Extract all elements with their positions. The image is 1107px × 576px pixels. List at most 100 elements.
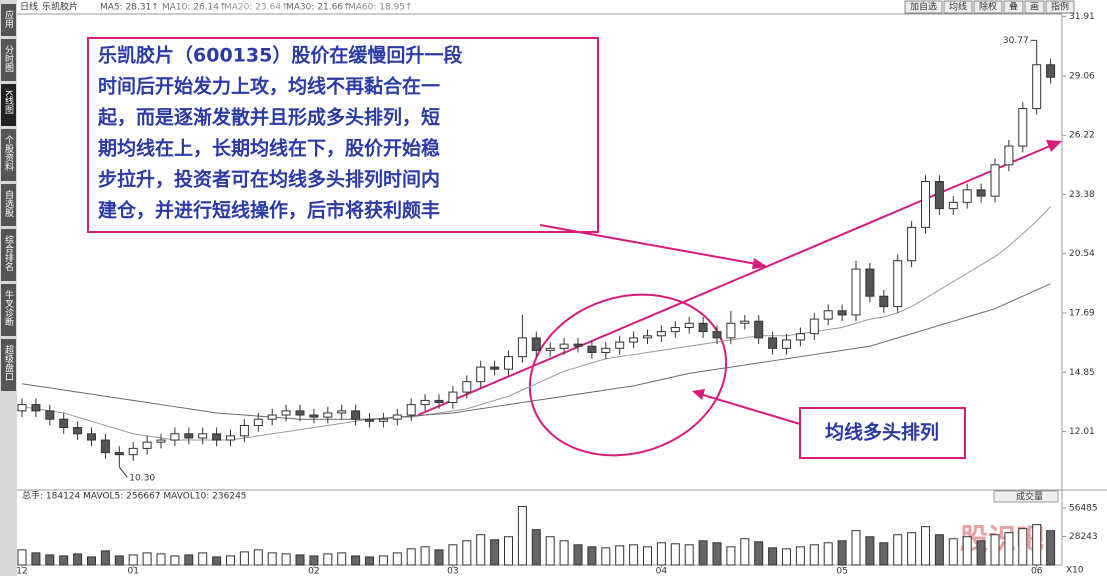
volume-bar bbox=[587, 546, 597, 566]
volume-bar bbox=[768, 547, 778, 566]
volume-bar bbox=[198, 552, 208, 566]
toolbar-button[interactable] bbox=[904, 0, 943, 14]
note-text: 起，而是逐渐发散并且形成多头排列，短 bbox=[97, 106, 440, 129]
y-tick-label: 20.54 bbox=[1069, 249, 1095, 259]
candle-body bbox=[142, 441, 152, 449]
candle-body bbox=[392, 414, 402, 420]
candle-body bbox=[1018, 108, 1028, 147]
candle-body bbox=[239, 424, 249, 437]
candle-body bbox=[712, 331, 722, 339]
candle-body bbox=[406, 404, 416, 416]
side-tab[interactable] bbox=[1, 229, 16, 281]
volume-bar bbox=[239, 551, 249, 566]
side-tab-label[interactable]: K线图 bbox=[3, 90, 14, 115]
unit-label: X10 bbox=[1066, 566, 1084, 576]
x-tick-label: 12 bbox=[16, 567, 27, 576]
side-tab[interactable] bbox=[1, 84, 16, 126]
candle-body bbox=[698, 322, 708, 333]
candle-body bbox=[837, 310, 847, 316]
candle-body bbox=[948, 201, 958, 210]
side-tab[interactable] bbox=[1, 339, 16, 391]
volume-bar bbox=[462, 540, 472, 566]
candle-body bbox=[615, 341, 625, 349]
volume-bar bbox=[990, 534, 1000, 566]
highlight-ellipse bbox=[528, 293, 728, 457]
side-tab[interactable] bbox=[1, 184, 16, 226]
volume-bar bbox=[170, 555, 180, 566]
toolbar-button[interactable] bbox=[1024, 0, 1045, 14]
volume-bar bbox=[337, 552, 347, 566]
volume-bar bbox=[295, 554, 305, 566]
volume-bar bbox=[809, 544, 819, 566]
volume-bar bbox=[684, 544, 694, 566]
volume-bar bbox=[879, 542, 889, 566]
toolbar-button[interactable] bbox=[943, 0, 973, 14]
y-tick-label: 29.06 bbox=[1069, 72, 1095, 82]
candle-body bbox=[545, 347, 555, 351]
arrow-head bbox=[692, 389, 705, 400]
side-tab[interactable] bbox=[1, 4, 16, 36]
volume-bar bbox=[212, 556, 222, 566]
candle-body bbox=[434, 399, 444, 404]
toolbar-button[interactable] bbox=[1003, 0, 1024, 14]
toolbar-button[interactable] bbox=[973, 0, 1003, 14]
note-text: 时间后开始发力上攻，均线不再黏合在一 bbox=[98, 75, 440, 98]
ma-line bbox=[21, 206, 1051, 441]
volume-bar bbox=[823, 542, 833, 566]
volume-bar bbox=[948, 538, 958, 566]
volume-bar bbox=[712, 542, 722, 566]
candle-body bbox=[656, 331, 666, 337]
candle-body bbox=[73, 427, 83, 435]
candle-body bbox=[309, 414, 319, 418]
toolbar-button-label[interactable]: 除权 bbox=[979, 1, 997, 13]
x-tick-label: 04 bbox=[656, 567, 668, 576]
side-tab-label[interactable]: 个股资料 bbox=[3, 135, 14, 172]
stock-name: 乐凯胶片 bbox=[42, 1, 78, 13]
volume-selector[interactable] bbox=[993, 490, 1059, 503]
low-marker bbox=[118, 466, 128, 478]
x-tick-label: 06 bbox=[1031, 567, 1043, 576]
toolbar-button-label[interactable]: 画 bbox=[1030, 2, 1039, 13]
side-tab-label[interactable]: 综合排名 bbox=[3, 234, 14, 272]
volume-bar bbox=[865, 536, 875, 566]
volume-bar bbox=[573, 544, 583, 566]
volume-bar bbox=[782, 548, 791, 566]
candle-body bbox=[726, 322, 736, 339]
toolbar-button-label[interactable]: 均线 bbox=[949, 1, 967, 13]
volume-bar bbox=[31, 552, 41, 566]
candle-body bbox=[809, 318, 819, 335]
candle-body bbox=[670, 326, 680, 333]
side-tab[interactable] bbox=[1, 284, 16, 336]
y-tick-label: 26.22 bbox=[1069, 131, 1095, 141]
volume-bar bbox=[156, 553, 166, 566]
ma-legend: MA5: 28.31↑ bbox=[100, 3, 159, 13]
candle-body bbox=[976, 189, 986, 197]
y-tick-label: 31.91 bbox=[1069, 12, 1095, 22]
side-tab-label[interactable]: 牛叉诊断 bbox=[3, 289, 14, 327]
ma-legend: MA60: 18.95↑ bbox=[348, 3, 413, 13]
side-tab-label[interactable]: 自选股 bbox=[3, 189, 14, 218]
volume-bar bbox=[253, 549, 263, 566]
volume-bar bbox=[100, 550, 110, 566]
note-box bbox=[87, 37, 599, 233]
y-tick-label: 14.85 bbox=[1069, 368, 1095, 378]
candle-body bbox=[907, 226, 917, 262]
toolbar-button-label[interactable]: 叠 bbox=[1009, 2, 1018, 13]
candle-body bbox=[782, 339, 791, 349]
side-tab-label[interactable]: 超级盘口 bbox=[3, 344, 14, 381]
candle-body bbox=[934, 181, 944, 210]
candle-body bbox=[740, 320, 750, 324]
volume-bar bbox=[73, 553, 83, 566]
volume-selector-label[interactable]: 成交量 bbox=[1016, 491, 1043, 503]
toolbar-button-label[interactable]: 加自选 bbox=[910, 1, 937, 13]
side-tab-label[interactable]: 分时图 bbox=[3, 45, 14, 73]
toolbar-button-label[interactable]: 指例 bbox=[1051, 1, 1069, 13]
side-tab[interactable] bbox=[1, 129, 16, 181]
y-tick-label: 23.38 bbox=[1069, 190, 1095, 200]
volume-bar bbox=[795, 546, 805, 566]
x-tick-label: 03 bbox=[447, 567, 458, 576]
volume-bar bbox=[601, 547, 611, 566]
side-tab-label[interactable]: 应用 bbox=[3, 9, 14, 29]
toolbar-button[interactable] bbox=[1045, 0, 1075, 14]
side-tab[interactable] bbox=[1, 39, 16, 81]
